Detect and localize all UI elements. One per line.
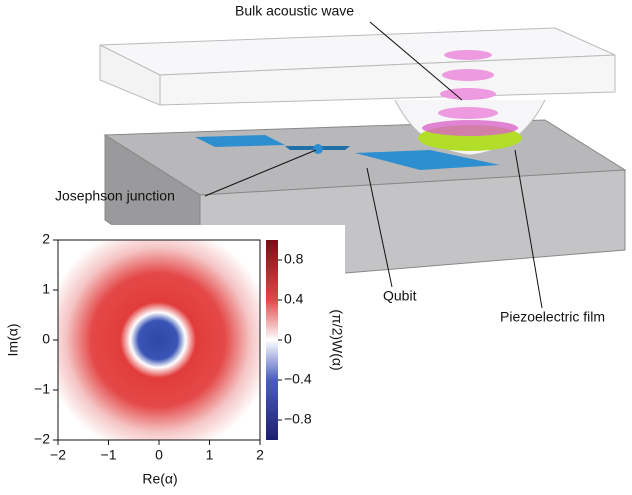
- x-tick-label: −1: [101, 447, 117, 463]
- label: Josephson junction: [55, 188, 175, 204]
- colorbar-label: (π/2)W(α): [329, 309, 345, 370]
- label: Qubit: [383, 288, 417, 304]
- y-tick-label: −1: [34, 381, 50, 397]
- x-tick-label: 2: [256, 447, 264, 463]
- wigner-heatmap: [58, 240, 260, 440]
- x-tick-label: 0: [155, 447, 163, 463]
- colorbar-tick-label: −0.8: [284, 411, 312, 427]
- y-tick-label: 0: [42, 331, 50, 347]
- y-tick-label: −2: [34, 431, 50, 447]
- label: Piezoelectric film: [500, 309, 605, 325]
- x-tick-label: 1: [206, 447, 214, 463]
- leader-lines: [204, 21, 543, 309]
- label: Bulk acoustic wave: [235, 3, 354, 19]
- x-axis-label: Re(α): [142, 471, 177, 487]
- qubit: [195, 135, 500, 170]
- colorbar-tick-label: 0.4: [284, 291, 304, 307]
- y-tick-label: 2: [42, 231, 50, 247]
- crystal-slab: [99, 27, 616, 156]
- colorbar-tick-label: 0: [284, 331, 292, 347]
- colorbar: [266, 240, 278, 440]
- y-tick-label: 1: [42, 281, 50, 297]
- x-tick-label: −2: [50, 447, 66, 463]
- colorbar-tick-label: −0.4: [284, 371, 312, 387]
- colorbar-tick-label: 0.8: [284, 251, 304, 267]
- y-axis-label: Im(α): [5, 324, 21, 357]
